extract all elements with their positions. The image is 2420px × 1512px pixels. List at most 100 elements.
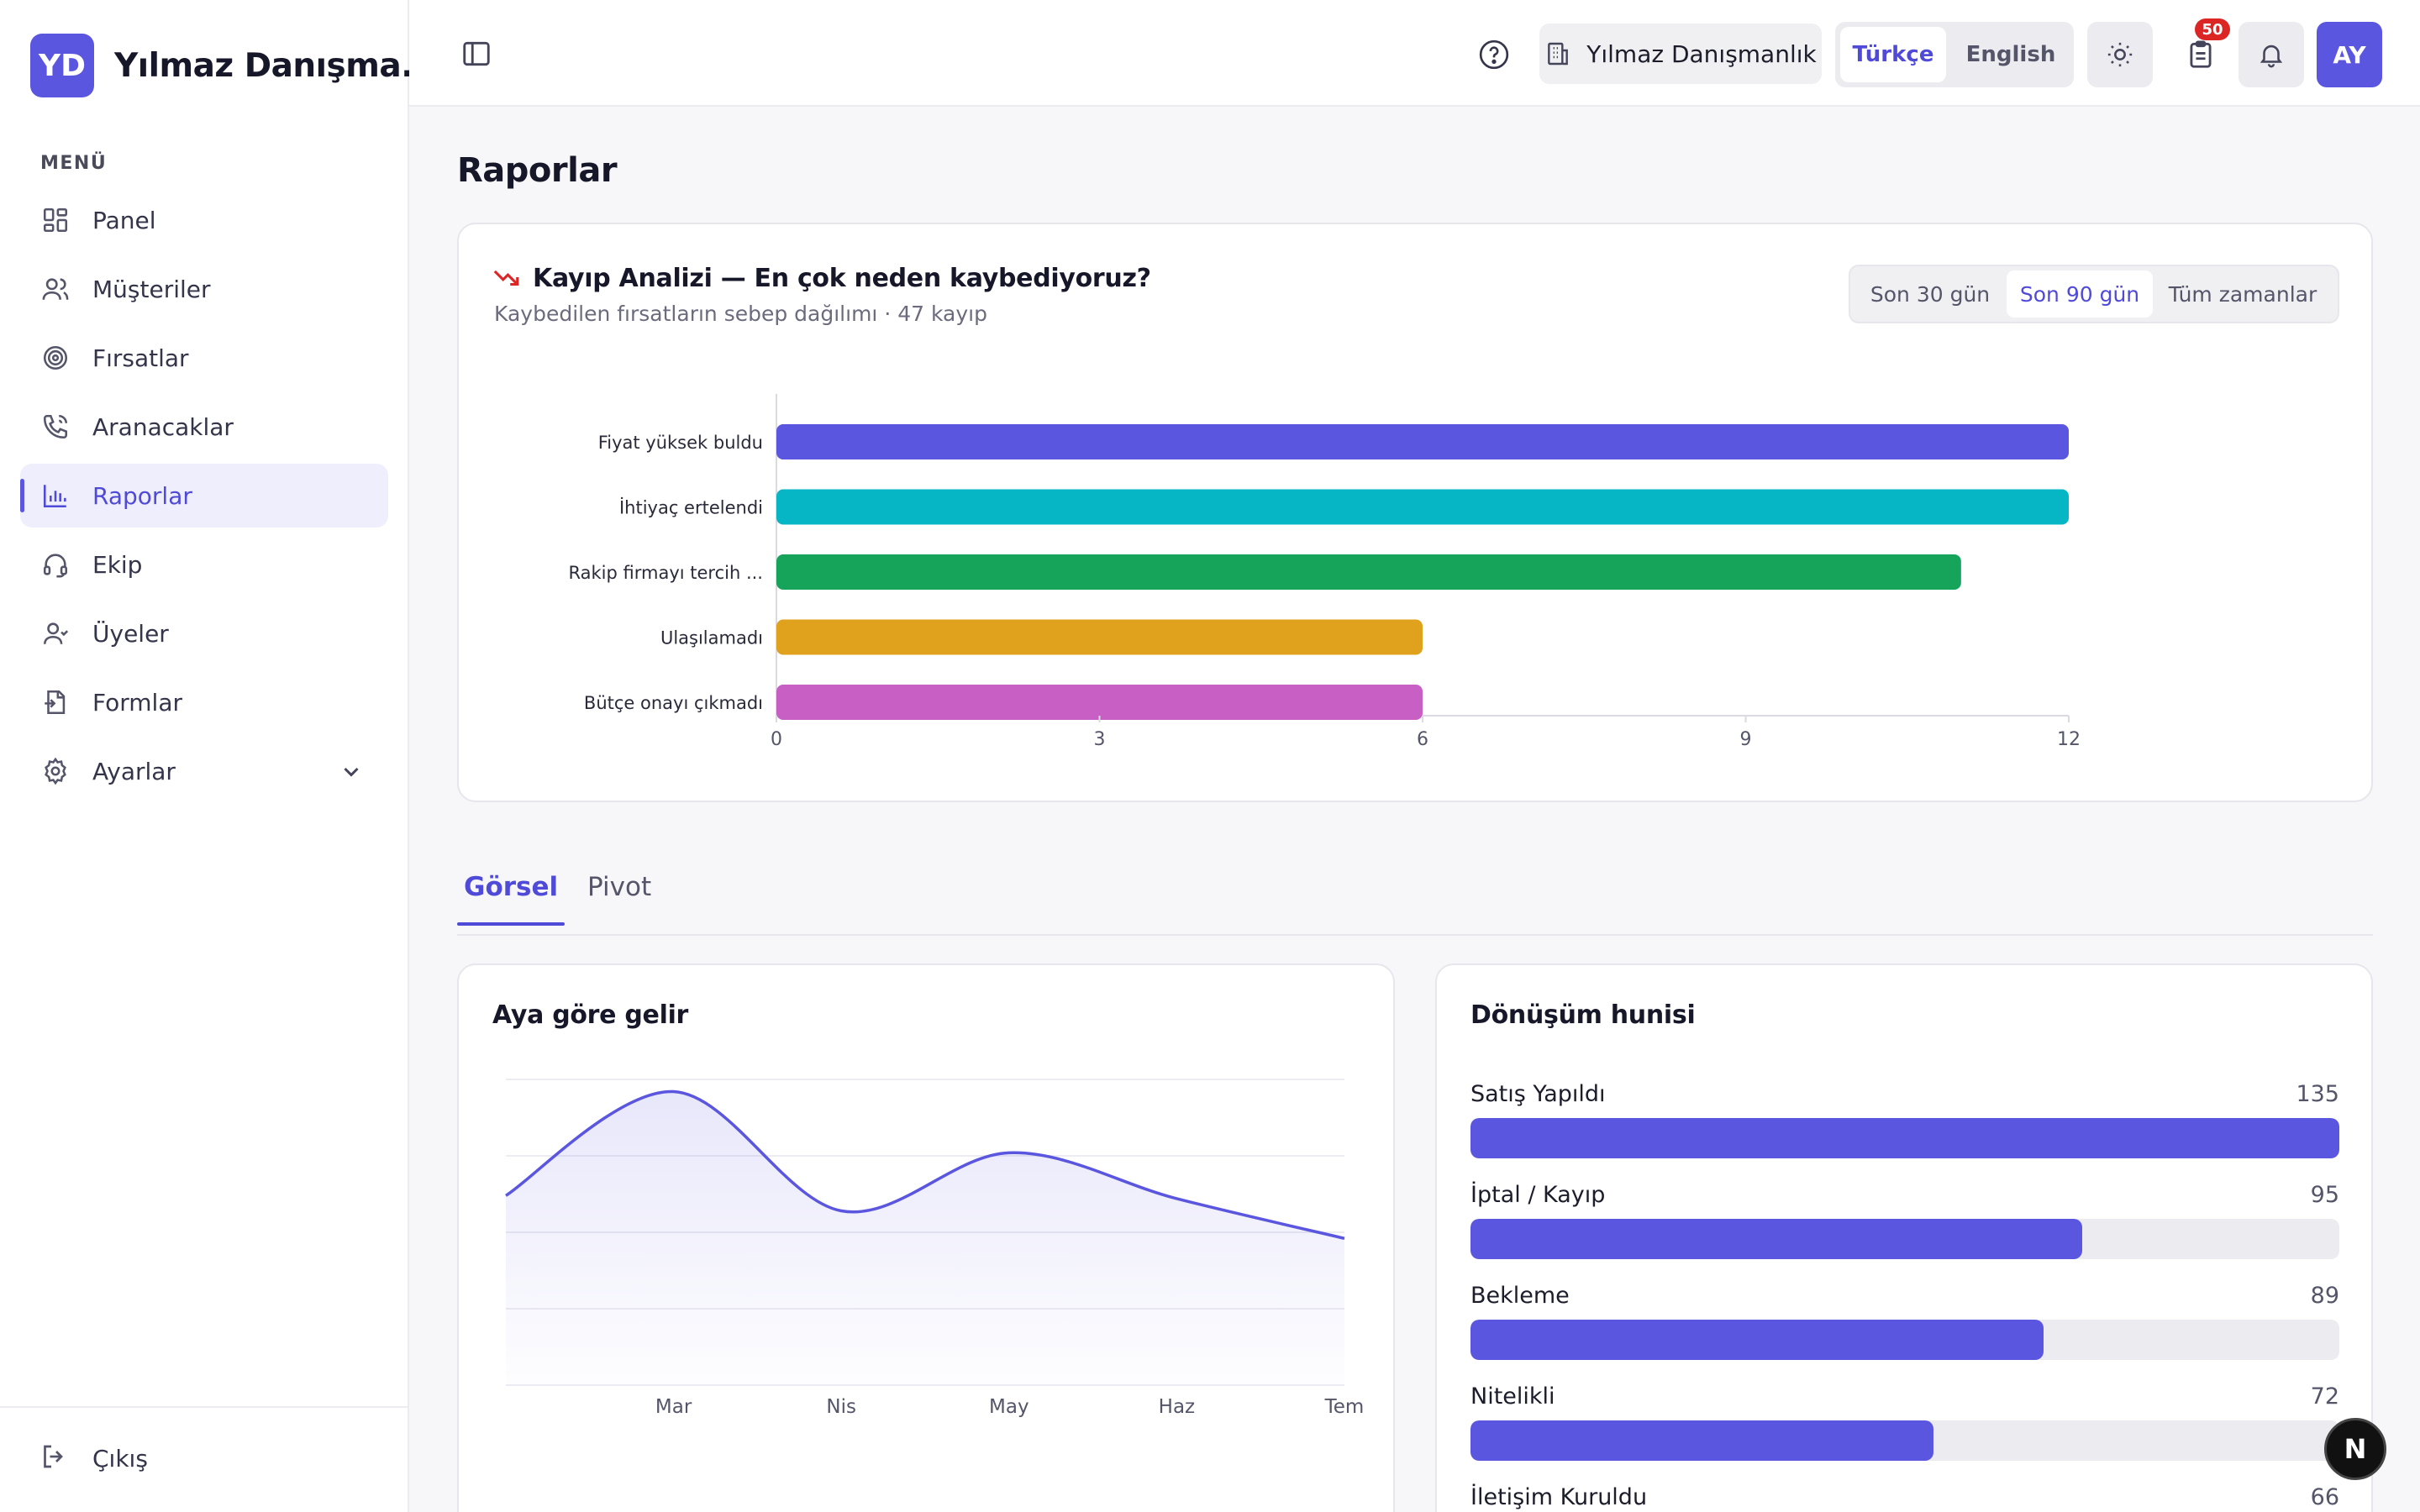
phone-icon [39, 410, 72, 444]
funnel-progress-fill [1470, 1118, 2339, 1158]
sidebar-item-panel[interactable]: Panel [20, 188, 388, 252]
funnel-stage-count: 66 [2310, 1484, 2339, 1510]
user-group-icon [39, 617, 72, 650]
funnel-progress-fill [1470, 1320, 2044, 1360]
date-range-selector: Son 30 gün Son 90 gün Tüm zamanlar [1849, 265, 2339, 323]
sidebar-item-label: Raporlar [92, 481, 192, 510]
tab-pivot[interactable]: Pivot [587, 872, 652, 902]
x-tick-label: 9 [1740, 729, 1752, 750]
sidebar-item-label: Üyeler [92, 619, 169, 648]
bar [776, 619, 1423, 655]
user-avatar[interactable]: AY [2317, 22, 2382, 87]
funnel-progress-fill [1470, 1219, 2082, 1259]
bar [776, 685, 1423, 720]
organization-name: Yılmaz Danışmanlık [1586, 39, 1817, 68]
conversion-funnel-card: Dönüşüm hunisi Satış Yapıldı 135 İptal / K… [1435, 963, 2373, 1512]
organization-switcher[interactable]: Yılmaz Danışmanlık [1539, 24, 1822, 84]
x-tick-label: Tem [1324, 1396, 1365, 1418]
x-tick-label: 0 [771, 729, 782, 750]
category-label: Ulaşılamadı [660, 628, 763, 648]
loss-subtitle: Kaybedilen fırsatların sebep dağılımı · … [494, 302, 987, 326]
logout-button[interactable]: Çıkış [39, 1441, 148, 1475]
tasks-count-badge: 50 [2195, 18, 2230, 40]
chevron-down-icon[interactable] [336, 756, 366, 786]
sidebar-item-ayarlar[interactable]: Ayarlar [20, 739, 388, 803]
sidebar-item-firsatlar[interactable]: Fırsatlar [20, 326, 388, 390]
brand-logo: YD [30, 34, 94, 97]
users-icon [39, 272, 72, 306]
form-icon [39, 685, 72, 719]
sidebar-item-musteriler[interactable]: Müşteriler [20, 257, 388, 321]
funnel-progress-track [1470, 1420, 2339, 1461]
funnel-progress-track [1470, 1219, 2339, 1259]
brand[interactable]: YD Yılmaz Danışma... [30, 34, 438, 97]
help-icon[interactable] [1476, 37, 1512, 72]
range-last-30-days[interactable]: Son 30 gün [1870, 281, 1991, 307]
x-tick-label: 6 [1417, 729, 1428, 750]
language-turkish[interactable]: Türkçe [1840, 27, 1946, 82]
funnel-progress-track [1470, 1320, 2339, 1360]
tab-gorsel[interactable]: Görsel [456, 872, 566, 926]
trending-down-icon [492, 263, 523, 293]
sidebar-item-label: Aranacaklar [92, 412, 234, 441]
funnel-stage-label: Bekleme [1470, 1283, 1570, 1309]
sidebar-footer: Çıkış [0, 1406, 408, 1512]
revenue-area-chart: Mar Nis May Haz Tem [505, 1079, 1365, 1418]
topbar: Yılmaz Danışmanlık Türkçe English 50 AY [409, 0, 2420, 107]
bar [776, 554, 1961, 590]
range-all-time[interactable]: Tüm zamanlar [2168, 281, 2317, 307]
sidebar-item-label: Müşteriler [92, 275, 211, 303]
sidebar-item-ekip[interactable]: Ekip [20, 533, 388, 596]
report-tabs: Görsel Pivot [456, 857, 2373, 936]
notifications-bell-icon[interactable] [2238, 22, 2304, 87]
loss-reasons-chart: Fiyat yüksek buldu İhtiyaç ertelendi Rakip… [569, 394, 2081, 750]
language-switcher: Türkçe English [1835, 22, 2074, 87]
funnel-stage-count: 95 [2310, 1182, 2339, 1208]
loss-title: Kayıp Analizi — En çok neden kaybediyoru… [533, 263, 1151, 293]
dashboard-icon [39, 203, 72, 237]
sidebar-item-formlar[interactable]: Formlar [20, 670, 388, 734]
loss-header: Kayıp Analizi — En çok neden kaybediyoru… [492, 263, 1151, 293]
category-label: Bütçe onayı çıkmadı [584, 693, 763, 713]
funnel-stage-label: İptal / Kayıp [1470, 1182, 1606, 1208]
sidebar-item-label: Ayarlar [92, 757, 176, 785]
revenue-line [505, 1089, 1345, 1240]
funnel-progress-track [1470, 1118, 2339, 1158]
revenue-title: Aya göre gelir [492, 1000, 689, 1030]
menu-caption: MENÜ [40, 153, 108, 174]
funnel-stage-count: 89 [2310, 1283, 2339, 1309]
nextjs-dev-badge[interactable]: N [2324, 1418, 2386, 1480]
x-tick-label: Mar [655, 1396, 692, 1418]
clipboard-tasks-icon[interactable] [2171, 25, 2230, 84]
logout-icon [39, 1441, 72, 1475]
sidebar-item-aranacaklar[interactable]: Aranacaklar [20, 395, 388, 459]
sidebar-toggle-icon[interactable] [460, 37, 493, 71]
funnel-stage-label: Satış Yapıldı [1470, 1081, 1606, 1107]
language-english[interactable]: English [1965, 42, 2056, 67]
bar [776, 424, 2069, 459]
funnel-stage-count: 135 [2296, 1081, 2339, 1107]
category-label: Fiyat yüksek buldu [598, 433, 763, 453]
funnel-title: Dönüşüm hunisi [1470, 1000, 1696, 1030]
logout-label: Çıkış [92, 1444, 148, 1473]
range-last-90-days[interactable]: Son 90 gün [2007, 270, 2153, 318]
settings-icon [39, 754, 72, 788]
page-title: Raporlar [457, 151, 618, 190]
headset-icon [39, 548, 72, 581]
sidebar-nav: Panel Müşteriler Fırsatlar Aranacaklar R… [20, 188, 388, 808]
sidebar-item-label: Ekip [92, 550, 143, 579]
sidebar-item-uyeler[interactable]: Üyeler [20, 601, 388, 665]
sidebar-item-label: Formlar [92, 688, 182, 717]
revenue-by-month-card: Mar Nis May Haz Tem Aya göre gelir [457, 963, 1395, 1512]
category-label: Rakip firmayı tercih ... [569, 563, 763, 583]
funnel-stage-count: 72 [2310, 1383, 2339, 1410]
bar-chart-icon [39, 479, 72, 512]
category-label: İhtiyaç ertelendi [619, 497, 763, 518]
brand-name: Yılmaz Danışma... [114, 46, 438, 85]
x-tick-label: Haz [1159, 1396, 1195, 1418]
theme-toggle-sun-icon[interactable] [2087, 22, 2153, 87]
sidebar-item-label: Panel [92, 206, 156, 234]
x-tick-label: 3 [1094, 729, 1106, 750]
funnel-stage-label: Nitelikli [1470, 1383, 1555, 1410]
sidebar-item-raporlar[interactable]: Raporlar [20, 464, 388, 528]
